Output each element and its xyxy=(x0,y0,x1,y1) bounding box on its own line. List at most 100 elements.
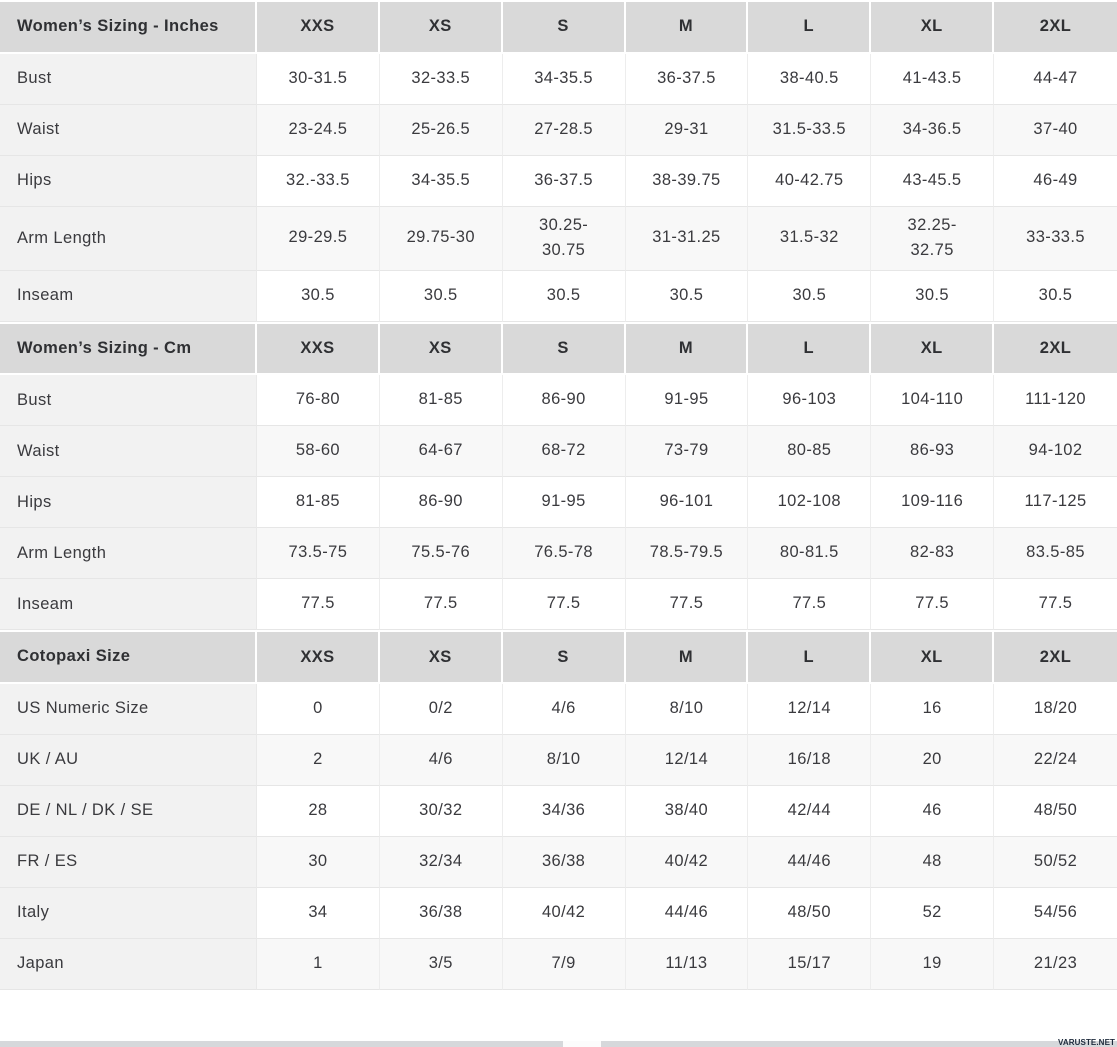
sizing-table: Women’s Sizing - Inches XXS XS S M L XL 2XL Bust… xyxy=(0,0,1117,990)
size-value-cell: 40/42 xyxy=(502,887,626,939)
size-value-cell: 48/50 xyxy=(994,785,1117,837)
size-column-header: M xyxy=(625,0,749,54)
size-value-cell: 38-39.75 xyxy=(625,155,749,207)
size-column-header: XS xyxy=(379,0,503,54)
size-value-cell: 43-45.5 xyxy=(871,155,995,207)
row-label-cell: Bust xyxy=(0,53,257,105)
size-value-cell: 102-108 xyxy=(748,477,872,529)
size-value-cell: 30-31.5 xyxy=(257,53,380,105)
row-label-cell: Arm Length xyxy=(0,528,257,580)
row-label-cell: Arm Length xyxy=(0,206,257,271)
size-value-cell: 80-85 xyxy=(748,426,872,478)
size-value-cell: 109-116 xyxy=(871,477,995,529)
size-value-cell: 77.5 xyxy=(257,579,380,631)
table-row: Inseam 30.5 30.5 30.5 30.5 30.5 30.5 30.5 xyxy=(0,270,1117,322)
size-value-cell: 1 xyxy=(257,938,380,990)
size-column-header: S xyxy=(502,0,626,54)
size-value-cell: 29.75-30 xyxy=(379,206,503,271)
size-value-cell: 31.5-32 xyxy=(748,206,872,271)
size-value-cell: 2 xyxy=(257,734,380,786)
size-value-cell: 30/32 xyxy=(379,785,503,837)
row-label-cell: UK / AU xyxy=(0,734,257,786)
size-value-cell: 30.5 xyxy=(994,270,1117,322)
table-row: Bust 76-80 81-85 86-90 91-95 96-103 104-110 111… xyxy=(0,375,1117,427)
size-value-cell: 34-36.5 xyxy=(871,104,995,156)
section-title-cell: Women’s Sizing - Inches xyxy=(0,0,257,54)
size-value-cell: 20 xyxy=(871,734,995,786)
size-value-cell: 37-40 xyxy=(994,104,1117,156)
size-value-cell: 76-80 xyxy=(257,375,380,427)
size-value-cell: 78.5-79.5 xyxy=(625,528,749,580)
size-value-cell: 80-81.5 xyxy=(748,528,872,580)
size-value-cell: 41-43.5 xyxy=(871,53,995,105)
size-column-header: 2XL xyxy=(994,0,1117,54)
size-value-cell: 0/2 xyxy=(379,683,503,735)
size-value-cell: 68-72 xyxy=(502,426,626,478)
size-value-cell: 30.5 xyxy=(748,270,872,322)
row-label-cell: Inseam xyxy=(0,270,257,322)
size-column-header: XL xyxy=(871,321,995,376)
watermark-text: VARUSTE.NET xyxy=(1058,1038,1115,1047)
table-row: DE / NL / DK / SE 28 30/32 34/36 38/40 42/44 4… xyxy=(0,785,1117,837)
size-value-cell: 77.5 xyxy=(994,579,1117,631)
table-row: UK / AU 2 4/6 8/10 12/14 16/18 20 22/24 xyxy=(0,734,1117,786)
table-row: Hips 32.-33.5 34-35.5 36-37.5 38-39.75 40-42.… xyxy=(0,155,1117,207)
size-value-cell: 4/6 xyxy=(379,734,503,786)
horizontal-scrollbar-thumb[interactable] xyxy=(563,1041,601,1047)
size-value-cell: 96-103 xyxy=(748,375,872,427)
table-row: Italy 34 36/38 40/42 44/46 48/50 52 54/56 xyxy=(0,887,1117,939)
size-value-cell: 15/17 xyxy=(748,938,872,990)
section-title: Women’s Sizing - Inches xyxy=(17,17,219,35)
size-value-cell: 91-95 xyxy=(502,477,626,529)
section-header-row: Cotopaxi Size XXS XS S M L XL 2XL xyxy=(0,630,1117,684)
size-value-cell: 48 xyxy=(871,836,995,888)
size-column-header: XS xyxy=(379,321,503,376)
size-value-cell: 0 xyxy=(257,683,380,735)
size-value-cell: 50/52 xyxy=(994,836,1117,888)
row-label-cell: Hips xyxy=(0,477,257,529)
size-value-cell: 73.5-75 xyxy=(257,528,380,580)
size-value-cell: 40-42.75 xyxy=(748,155,872,207)
size-column-header: 2XL xyxy=(994,321,1117,376)
size-value-cell: 19 xyxy=(871,938,995,990)
size-value-cell: 25-26.5 xyxy=(379,104,503,156)
size-value-cell: 52 xyxy=(871,887,995,939)
size-value-cell: 32.25- 32.75 xyxy=(871,206,995,271)
size-column-header: XL xyxy=(871,0,995,54)
row-label-cell: DE / NL / DK / SE xyxy=(0,785,257,837)
row-label-cell: Hips xyxy=(0,155,257,207)
size-value-cell: 77.5 xyxy=(748,579,872,631)
size-value-cell: 12/14 xyxy=(748,683,872,735)
size-column-header: S xyxy=(502,630,626,684)
size-value-cell: 7/9 xyxy=(502,938,626,990)
size-value-cell: 111-120 xyxy=(994,375,1117,427)
size-value-cell: 76.5-78 xyxy=(502,528,626,580)
size-value-cell: 36/38 xyxy=(379,887,503,939)
size-value-cell: 86-93 xyxy=(871,426,995,478)
row-label-cell: Waist xyxy=(0,426,257,478)
table-row: Bust 30-31.5 32-33.5 34-35.5 36-37.5 38-40.5 4… xyxy=(0,53,1117,105)
size-value-cell: 77.5 xyxy=(379,579,503,631)
size-value-cell: 104-110 xyxy=(871,375,995,427)
size-value-cell: 86-90 xyxy=(379,477,503,529)
table-row: Japan 1 3/5 7/9 11/13 15/17 19 21/23 xyxy=(0,938,1117,990)
horizontal-scrollbar-track[interactable] xyxy=(0,1041,1117,1047)
size-value-cell: 31.5-33.5 xyxy=(748,104,872,156)
section-title: Women’s Sizing - Cm xyxy=(17,338,192,357)
size-value-cell: 29-29.5 xyxy=(257,206,380,271)
size-value-cell: 75.5-76 xyxy=(379,528,503,580)
size-column-header: S xyxy=(502,321,626,376)
row-label-cell: Inseam xyxy=(0,579,257,631)
size-value-cell: 77.5 xyxy=(625,579,749,631)
size-value-cell: 36-37.5 xyxy=(625,53,749,105)
size-value-cell: 27-28.5 xyxy=(502,104,626,156)
row-label-cell: FR / ES xyxy=(0,836,257,888)
size-value-cell: 48/50 xyxy=(748,887,872,939)
size-column-header: M xyxy=(625,630,749,684)
size-value-cell: 33-33.5 xyxy=(994,206,1117,271)
size-value-cell: 58-60 xyxy=(257,426,380,478)
size-value-cell: 86-90 xyxy=(502,375,626,427)
size-value-cell: 4/6 xyxy=(502,683,626,735)
size-column-header: XXS xyxy=(257,630,380,684)
size-value-cell: 31-31.25 xyxy=(625,206,749,271)
